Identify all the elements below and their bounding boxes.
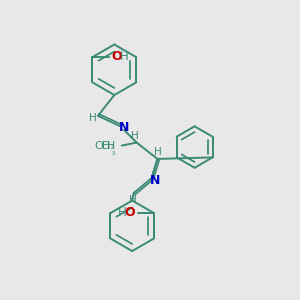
Text: H: H: [131, 131, 139, 141]
Text: H: H: [154, 147, 162, 158]
Text: ₃: ₃: [106, 148, 116, 157]
Text: O: O: [125, 206, 135, 219]
Text: H: H: [89, 113, 97, 123]
Text: CH: CH: [101, 140, 116, 151]
Text: O: O: [111, 50, 122, 63]
Text: H: H: [120, 50, 129, 63]
Text: H: H: [118, 206, 127, 219]
Text: H: H: [129, 195, 137, 205]
Text: N: N: [150, 174, 160, 187]
Text: CH₃: CH₃: [94, 140, 115, 151]
Text: N: N: [119, 121, 129, 134]
